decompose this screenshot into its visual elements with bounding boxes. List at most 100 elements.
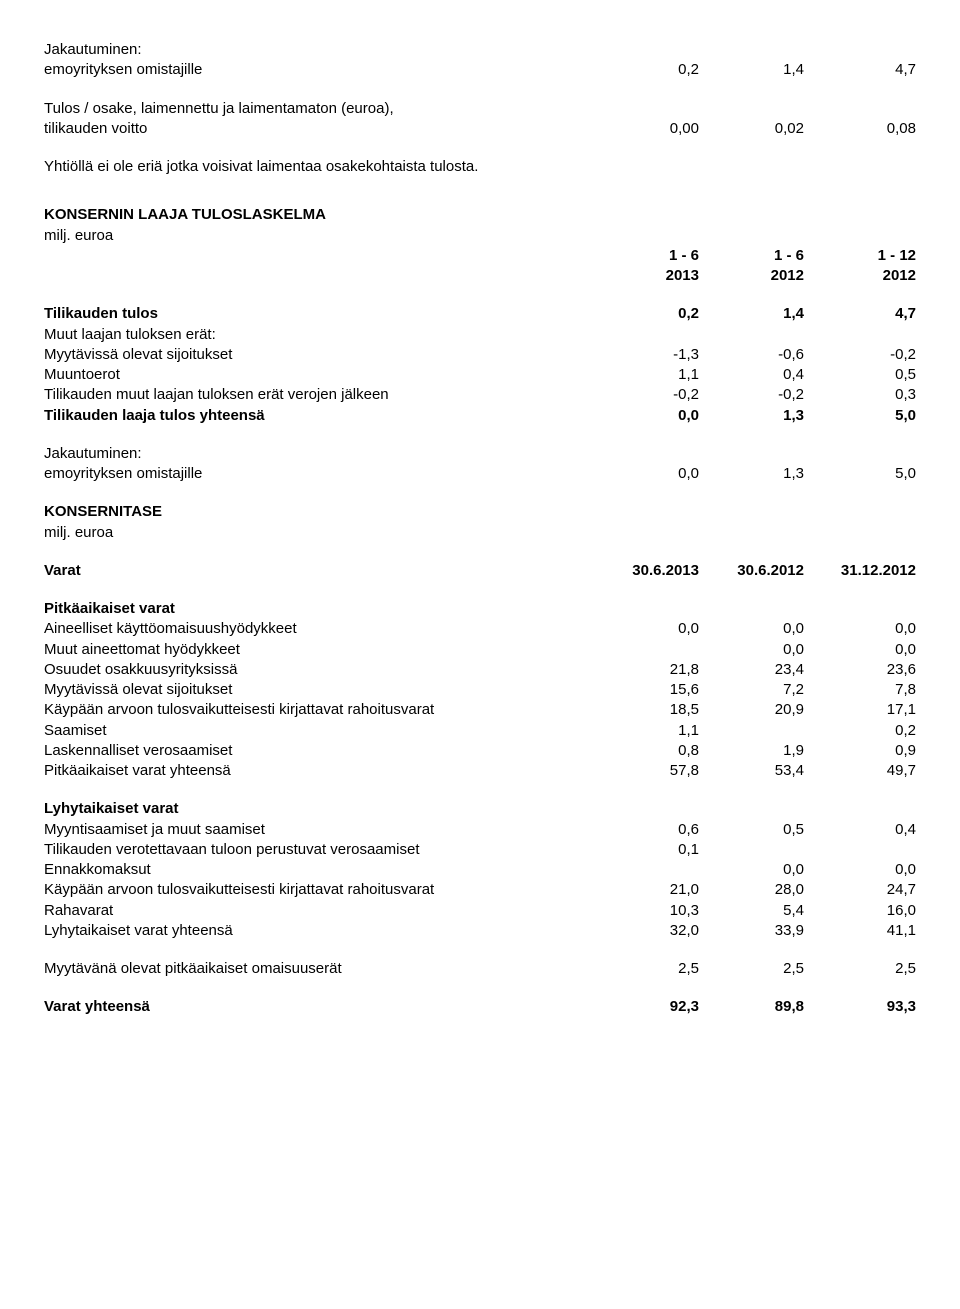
label: Ennakkomaksut — [44, 860, 594, 880]
year: 2013 — [594, 266, 699, 286]
label: Tilikauden verotettavaan tuloon perustuv… — [44, 840, 594, 860]
label: Lyhytaikaiset varat yhteensä — [44, 921, 594, 941]
value: 0,5 — [699, 820, 804, 840]
value: 18,5 — [594, 700, 699, 720]
muuntoerot-row: Muuntoerot 1,1 0,4 0,5 — [44, 365, 916, 385]
value: 41,1 — [804, 921, 916, 941]
label: Myyntisaamiset ja muut saamiset — [44, 820, 594, 840]
value: -0,2 — [699, 385, 804, 405]
laaja-yhteensa-row: Tilikauden laaja tulos yhteensä 0,0 1,3 … — [44, 406, 916, 426]
lyhyet-vero: Tilikauden verotettavaan tuloon perustuv… — [44, 840, 916, 860]
label: Myytävissä olevat sijoitukset — [44, 345, 594, 365]
eps-line1: Tulos / osake, laimennettu ja laimentama… — [44, 99, 916, 119]
value: 0,4 — [699, 365, 804, 385]
value: 0,0 — [804, 860, 916, 880]
milj-euroa: milj. euroa — [44, 226, 916, 246]
label: Rahavarat — [44, 901, 594, 921]
value: 0,2 — [594, 304, 699, 324]
year-row: 2013 2012 2012 — [44, 266, 916, 286]
value: 0,0 — [594, 464, 699, 484]
date: 30.6.2012 — [699, 561, 804, 581]
date: 30.6.2013 — [594, 561, 699, 581]
value: -1,3 — [594, 345, 699, 365]
label: Muut aineettomat hyödykkeet — [44, 640, 594, 660]
value: 0,3 — [804, 385, 916, 405]
varat-header-row: Varat 30.6.2013 30.6.2012 31.12.2012 — [44, 561, 916, 581]
lyhyet-raha: Rahavarat 10,3 5,4 16,0 — [44, 901, 916, 921]
value: 23,6 — [804, 660, 916, 680]
value: 0,0 — [594, 406, 699, 426]
pitkat-muut: Muut aineettomat hyödykkeet 0,0 0,0 — [44, 640, 916, 660]
label: Osuudet osakkuusyrityksissä — [44, 660, 594, 680]
eps-line2: tilikauden voitto 0,00 0,02 0,08 — [44, 119, 916, 139]
value: 5,0 — [804, 406, 916, 426]
label: Varat — [44, 561, 594, 581]
value: -0,2 — [594, 385, 699, 405]
value: 1,3 — [699, 406, 804, 426]
period-row: 1 - 6 1 - 6 1 - 12 — [44, 246, 916, 266]
value: 0,0 — [804, 619, 916, 639]
value: 53,4 — [699, 761, 804, 781]
value: 0,1 — [594, 840, 699, 860]
lyhyet-myynti: Myyntisaamiset ja muut saamiset 0,6 0,5 … — [44, 820, 916, 840]
value: 2,5 — [699, 959, 804, 979]
label: tilikauden voitto — [44, 119, 594, 139]
value: -0,6 — [699, 345, 804, 365]
value: 0,2 — [594, 60, 699, 80]
value: 0,0 — [699, 619, 804, 639]
value: 1,9 — [699, 741, 804, 761]
emo-row: emoyrityksen omistajille 0,2 1,4 4,7 — [44, 60, 916, 80]
lyhyet-header: Lyhytaikaiset varat — [44, 799, 916, 819]
label: Aineelliset käyttöomaisuushyödykkeet — [44, 619, 594, 639]
value: 1,4 — [699, 304, 804, 324]
muut-laajan-header: Muut laajan tuloksen erät: — [44, 325, 916, 345]
label: Tilikauden tulos — [44, 304, 594, 324]
label: emoyrityksen omistajille — [44, 464, 594, 484]
period: 1 - 6 — [699, 246, 804, 266]
pitkat-kayp: Käypään arvoon tulosvaikutteisesti kirja… — [44, 700, 916, 720]
value: 89,8 — [699, 997, 804, 1017]
text: Yhtiöllä ei ole eriä jotka voisivat laim… — [44, 157, 916, 177]
value: 28,0 — [699, 880, 804, 900]
value: 2,5 — [804, 959, 916, 979]
period: 1 - 12 — [804, 246, 916, 266]
value: 0,5 — [804, 365, 916, 385]
text: Jakautuminen: — [44, 40, 916, 60]
value: 1,1 — [594, 721, 699, 741]
jakautuminen-heading: Jakautuminen: — [44, 40, 916, 60]
tase-heading: KONSERNITASE — [44, 502, 916, 522]
value: 7,8 — [804, 680, 916, 700]
value: 0,02 — [699, 119, 804, 139]
value: 0,0 — [699, 860, 804, 880]
value: 10,3 — [594, 901, 699, 921]
label: Myytävissä olevat sijoitukset — [44, 680, 594, 700]
pitkat-yht: Pitkäaikaiset varat yhteensä 57,8 53,4 4… — [44, 761, 916, 781]
cis-heading: KONSERNIN LAAJA TULOSLASKELMA — [44, 205, 916, 225]
value: 0,00 — [594, 119, 699, 139]
label: Tilikauden muut laajan tuloksen erät ver… — [44, 385, 594, 405]
period: 1 - 6 — [594, 246, 699, 266]
jakautuminen-cis: Jakautuminen: — [44, 444, 916, 464]
value: 1,4 — [699, 60, 804, 80]
value: 16,0 — [804, 901, 916, 921]
dilution-note: Yhtiöllä ei ole eriä jotka voisivat laim… — [44, 157, 916, 177]
value: 0,0 — [594, 619, 699, 639]
pitkat-lask: Laskennalliset verosaamiset 0,8 1,9 0,9 — [44, 741, 916, 761]
lyhyet-enna: Ennakkomaksut 0,0 0,0 — [44, 860, 916, 880]
text: milj. euroa — [44, 226, 916, 246]
value: 20,9 — [699, 700, 804, 720]
value: 33,9 — [699, 921, 804, 941]
value: 7,2 — [699, 680, 804, 700]
value: 32,0 — [594, 921, 699, 941]
value: 93,3 — [804, 997, 916, 1017]
value: 4,7 — [804, 60, 916, 80]
value: 0,8 — [594, 741, 699, 761]
label: Muuntoerot — [44, 365, 594, 385]
label: Saamiset — [44, 721, 594, 741]
verot-row: Tilikauden muut laajan tuloksen erät ver… — [44, 385, 916, 405]
value: 49,7 — [804, 761, 916, 781]
value: 2,5 — [594, 959, 699, 979]
value: 1,3 — [699, 464, 804, 484]
value: 0,0 — [804, 640, 916, 660]
label: Tilikauden laaja tulos yhteensä — [44, 406, 594, 426]
